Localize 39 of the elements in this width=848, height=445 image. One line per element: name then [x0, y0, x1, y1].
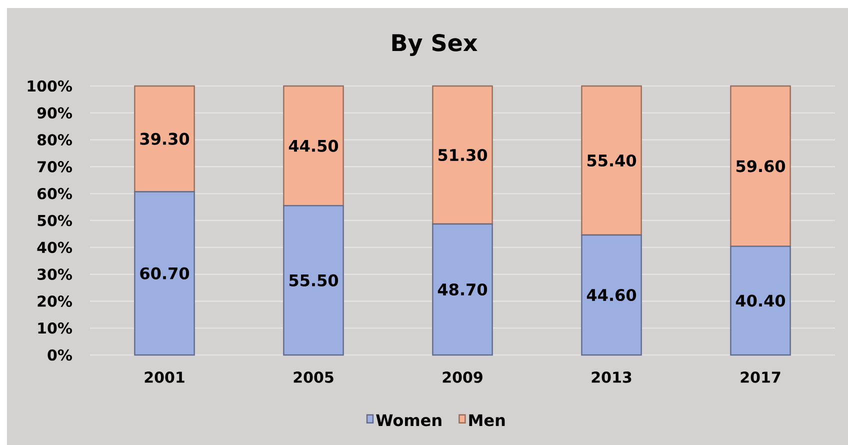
bar — [730, 85, 791, 247]
y-tick-label: 30% — [38, 268, 72, 280]
y-tick-label: 20% — [38, 296, 72, 307]
x-tick-label: 2009 — [442, 372, 482, 383]
bar — [581, 234, 642, 356]
legend-label: Women — [376, 414, 442, 426]
bar — [134, 85, 195, 192]
data-label: 39.30 — [140, 132, 190, 145]
data-label: 55.40 — [587, 154, 636, 167]
data-label: 40.40 — [736, 294, 786, 307]
bar — [432, 223, 493, 356]
data-label: 44.50 — [288, 140, 338, 152]
x-tick-label: 2017 — [740, 372, 780, 383]
bar — [432, 85, 493, 225]
bar — [283, 205, 344, 356]
x-tick-label: 2013 — [592, 372, 632, 383]
bar — [134, 191, 195, 356]
data-label: 60.70 — [140, 267, 190, 280]
bar — [283, 85, 344, 206]
x-tick-label: 2001 — [144, 372, 184, 383]
y-tick-label: 70% — [38, 161, 72, 172]
y-tick-label: 60% — [37, 188, 72, 200]
bar — [730, 246, 791, 356]
legend-label: Men — [469, 414, 505, 426]
y-tick-label: 50% — [38, 214, 72, 226]
y-tick-label: 90% — [37, 107, 72, 119]
data-label: 48.70 — [438, 283, 488, 296]
x-tick-label: 2005 — [294, 372, 334, 383]
y-tick-label: 0% — [48, 349, 72, 361]
data-label: 59.60 — [736, 160, 786, 172]
chart-title: By Sex — [392, 34, 478, 56]
bar — [581, 85, 642, 236]
data-label: 44.60 — [586, 288, 636, 302]
data-label: 51.30 — [438, 148, 488, 162]
data-label: 55.50 — [289, 274, 338, 286]
y-tick-label: 80% — [37, 134, 72, 146]
y-tick-label: 100% — [28, 80, 72, 92]
y-tick-label: 40% — [37, 242, 72, 254]
y-tick-label: 10% — [38, 322, 72, 334]
